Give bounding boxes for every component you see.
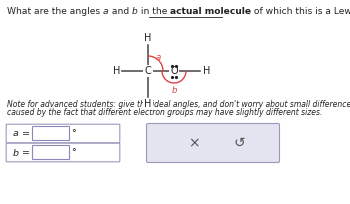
Text: a: a [156, 53, 161, 62]
FancyBboxPatch shape [6, 143, 120, 162]
Text: ×: × [188, 136, 199, 150]
Text: b: b [171, 86, 177, 95]
FancyBboxPatch shape [147, 123, 280, 163]
Text: in the: in the [138, 7, 170, 16]
Text: b: b [132, 7, 138, 16]
Text: actual molecule: actual molecule [170, 7, 251, 16]
Text: °: ° [71, 148, 76, 157]
Text: =: = [19, 148, 30, 157]
Text: °: ° [71, 129, 76, 138]
Text: a: a [103, 7, 108, 16]
Text: C: C [145, 66, 151, 76]
Text: of which this is a Lewis structure?: of which this is a Lewis structure? [251, 7, 350, 16]
Text: O: O [170, 66, 178, 76]
Text: H: H [203, 66, 210, 76]
Text: $a$: $a$ [12, 129, 19, 138]
Text: Note for advanced students: give the ideal angles, and don't worry about small d: Note for advanced students: give the ide… [7, 100, 350, 109]
FancyBboxPatch shape [33, 145, 70, 160]
Text: $b$: $b$ [12, 147, 20, 158]
FancyBboxPatch shape [6, 124, 120, 143]
Text: and: and [108, 7, 132, 16]
Text: What are the angles: What are the angles [7, 7, 103, 16]
Text: =: = [19, 129, 30, 138]
Text: H: H [144, 99, 152, 109]
Text: caused by the fact that different electron groups may have slightly different si: caused by the fact that different electr… [7, 108, 322, 117]
Text: ↺: ↺ [233, 136, 245, 150]
Text: H: H [144, 33, 152, 43]
Text: H: H [113, 66, 120, 76]
FancyBboxPatch shape [33, 126, 70, 141]
